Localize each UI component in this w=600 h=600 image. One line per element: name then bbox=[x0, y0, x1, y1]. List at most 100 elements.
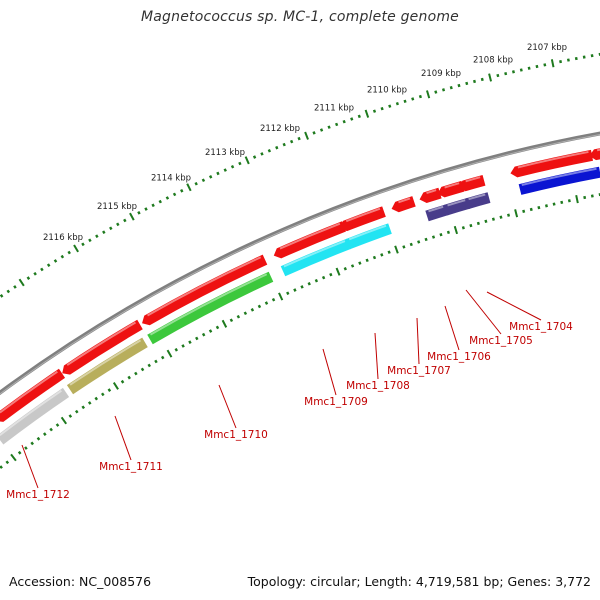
gene-label: Mmc1_1708 bbox=[346, 380, 410, 392]
inner-scale-tick bbox=[453, 225, 459, 235]
gene-label: Mmc1_1712 bbox=[6, 489, 70, 501]
gene-block-shine bbox=[428, 205, 444, 213]
scale-label: 2113 kbp bbox=[205, 148, 245, 158]
gene-block-body bbox=[346, 223, 392, 250]
gene-block-body bbox=[0, 387, 70, 445]
cds-arrow-body bbox=[419, 187, 442, 204]
cds-arrow-body bbox=[62, 319, 143, 375]
gene-label: Mmc1_1711 bbox=[99, 461, 163, 473]
inner-scale-tick bbox=[286, 291, 290, 296]
scale-tick bbox=[230, 165, 235, 169]
inner-scale-tick bbox=[537, 205, 541, 210]
inner-scale-tick bbox=[17, 450, 22, 455]
cds-arrow bbox=[510, 149, 594, 178]
scale-label: 2115 kbp bbox=[97, 202, 137, 212]
scale-tick bbox=[411, 97, 415, 101]
genome-title: Magnetococcus sp. MC-1, complete genome bbox=[141, 9, 459, 25]
leader-line bbox=[416, 317, 420, 365]
scale-ticks bbox=[0, 52, 600, 298]
scale-tick bbox=[527, 66, 531, 70]
gene-label: Mmc1_1710 bbox=[204, 429, 268, 441]
scale-tick bbox=[172, 192, 177, 197]
scale-tick bbox=[33, 271, 37, 276]
scale-tick bbox=[434, 90, 438, 94]
inner-scale-tick bbox=[5, 460, 10, 465]
scale-tick bbox=[116, 222, 120, 227]
inner-scale-tick bbox=[271, 297, 276, 302]
backbone-arc bbox=[0, 131, 600, 396]
scale-tick bbox=[472, 79, 477, 84]
scale-tick bbox=[216, 171, 220, 176]
scale-tick bbox=[457, 83, 461, 88]
scale-tick bbox=[129, 212, 135, 221]
inner-scale-tick bbox=[36, 436, 41, 441]
cds-arrow-shine bbox=[426, 189, 437, 195]
inner-scale-tick bbox=[127, 375, 131, 380]
inner-scale-tick bbox=[439, 232, 443, 237]
inner-scale-tick bbox=[484, 219, 488, 223]
gene-block-shine bbox=[468, 193, 486, 201]
inner-scale-tick bbox=[314, 278, 319, 283]
inner-scale-tick bbox=[394, 245, 399, 254]
cds-arrow-shine bbox=[596, 148, 600, 152]
inner-scale-tick bbox=[166, 349, 173, 358]
inner-scale-tick bbox=[409, 242, 413, 247]
gene-block-body bbox=[425, 204, 449, 222]
scale-tick bbox=[319, 128, 324, 132]
scale-tick bbox=[123, 218, 127, 223]
inner-scale-tick bbox=[372, 255, 377, 260]
inner-scale-tick bbox=[499, 215, 503, 219]
backbone-highlight bbox=[0, 134, 600, 395]
scale-tick bbox=[81, 242, 85, 247]
inner-scale-tick bbox=[87, 401, 92, 405]
inner-scale-tick bbox=[507, 213, 511, 217]
cds-arrow-body bbox=[589, 148, 600, 161]
inner-scale-tick bbox=[215, 325, 220, 330]
leader-line bbox=[218, 384, 237, 429]
inner-scale-tick bbox=[174, 347, 179, 352]
scale-label: 2114 kbp bbox=[151, 173, 191, 183]
inner-scale-tick bbox=[147, 363, 151, 368]
inner-scale-tick bbox=[278, 292, 284, 301]
inner-scale-tick bbox=[81, 405, 86, 410]
scale-tick bbox=[388, 104, 392, 108]
inner-scale-tick bbox=[583, 195, 587, 200]
scale-tick bbox=[238, 161, 242, 166]
inner-scale-tick bbox=[469, 223, 473, 228]
gene-block-body bbox=[147, 271, 274, 345]
cds-arrow-shine bbox=[465, 176, 481, 183]
scale-tick bbox=[504, 72, 508, 76]
gene-block-shine bbox=[149, 273, 268, 336]
cds-arrow-shine bbox=[444, 182, 460, 189]
scale-tick bbox=[488, 73, 492, 82]
inner-scale-tick bbox=[68, 414, 73, 418]
scale-tick bbox=[335, 122, 339, 127]
cds-arrow-shine bbox=[345, 207, 381, 223]
scale-tick bbox=[304, 131, 309, 140]
gene-labels: Mmc1_1704 Mmc1_1705 Mmc1_1706 Mmc1_1707 Mmc1… bbox=[6, 321, 573, 501]
inner-scale-tick bbox=[343, 267, 347, 271]
inner-scale-tick bbox=[575, 194, 579, 204]
inner-scale-tick bbox=[250, 308, 255, 312]
scale-tick bbox=[46, 263, 51, 268]
accession-text: Accession: NC_008576 bbox=[9, 574, 152, 589]
gene-block bbox=[465, 192, 491, 210]
scale-tick bbox=[0, 294, 4, 298]
scale-tick bbox=[543, 63, 547, 67]
gene-block-body bbox=[280, 238, 351, 277]
gene-label: Mmc1_1704 bbox=[509, 321, 573, 333]
inner-scale-tick bbox=[431, 235, 436, 239]
scale-tick bbox=[426, 90, 431, 99]
scale-tick bbox=[102, 230, 106, 235]
backbone-line bbox=[0, 131, 600, 396]
scale-tick bbox=[244, 156, 250, 165]
inner-scale-tick bbox=[300, 285, 304, 289]
inner-scale-tick bbox=[43, 432, 47, 436]
inner-scale-tick bbox=[0, 465, 3, 469]
inner-scale-tick bbox=[221, 319, 228, 328]
inner-scale-tick bbox=[236, 314, 241, 319]
inner-scale-tick bbox=[380, 253, 384, 257]
label-leaders bbox=[21, 289, 542, 489]
inner-scale-tick bbox=[101, 392, 105, 397]
scale-tick bbox=[73, 244, 79, 253]
